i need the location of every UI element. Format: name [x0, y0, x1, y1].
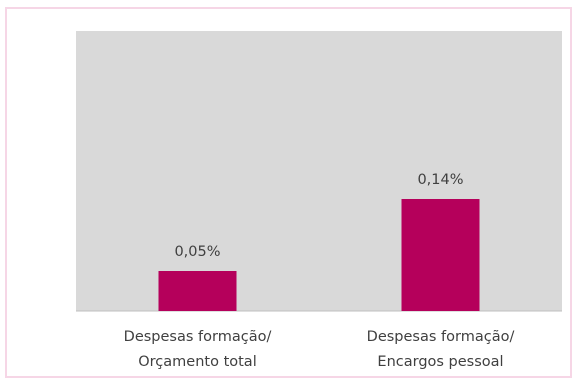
category-label-1-line-2: Orçamento total	[138, 354, 256, 370]
category-label-2-line-1: Despesas formação/	[367, 329, 515, 345]
bar-2	[401, 199, 480, 311]
data-label-2: 0,14%	[417, 172, 463, 188]
category-labels-group: Despesas formação/Orçamento total Despesa…	[124, 329, 515, 370]
bar-1	[158, 271, 237, 311]
category-label-1-line-1: Despesas formação/	[124, 329, 272, 345]
category-label-2-line-2: Encargos pessoal	[377, 354, 503, 370]
plot-area	[76, 31, 562, 311]
data-label-1: 0,05%	[174, 244, 220, 260]
data-labels-group: 0,05% 0,14%	[174, 172, 463, 260]
bars-group	[158, 199, 480, 311]
